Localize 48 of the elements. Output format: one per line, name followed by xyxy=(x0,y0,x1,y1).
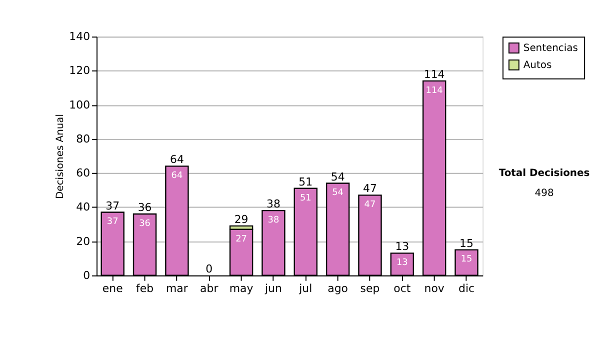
total-label: 0 xyxy=(206,262,213,276)
text: 498 xyxy=(534,188,554,199)
x-tick-label: mar xyxy=(166,282,188,295)
total-label: 64 xyxy=(170,153,184,166)
total-label: 15 xyxy=(460,236,474,250)
x-tick-label: oct xyxy=(394,282,412,295)
y-tick-label: 80 xyxy=(76,132,90,146)
data-label: 47 xyxy=(364,200,376,210)
data-label: 13 xyxy=(396,258,408,268)
data-label: 38 xyxy=(268,216,280,226)
total-label: 54 xyxy=(330,170,345,184)
x-tick-label: jun xyxy=(264,282,282,295)
x-tick-label: may xyxy=(229,282,254,295)
x-tick-label: nov xyxy=(424,282,445,295)
y-tick-label: 40 xyxy=(76,200,90,214)
x-tick-label: ene xyxy=(102,282,124,295)
y-tick-label: 140 xyxy=(69,30,90,44)
x-tick-label: jul xyxy=(298,282,312,295)
data-label: 27 xyxy=(236,234,247,244)
legend-label: Autos xyxy=(523,60,552,71)
x-tick-label: ago xyxy=(328,282,348,295)
y-tick-label: 60 xyxy=(76,166,90,180)
y-axis-title: Decisiones Anual xyxy=(55,114,66,199)
total-label: 47 xyxy=(363,182,377,196)
x-tick-label: sep xyxy=(360,282,380,295)
total-label: 114 xyxy=(424,68,445,81)
data-label: 54 xyxy=(332,188,344,198)
x-tick-label: dic xyxy=(458,282,474,295)
y-tick-label: 20 xyxy=(76,234,90,248)
data-label: 37 xyxy=(106,217,118,228)
data-label: 51 xyxy=(300,193,312,204)
x-tick-label: feb xyxy=(136,282,154,295)
x-tick-label: abr xyxy=(200,282,219,295)
data-label: 114 xyxy=(426,86,444,96)
y-tick-label: 120 xyxy=(69,64,90,78)
legend-label: Sentencias xyxy=(523,43,578,54)
total-label: 38 xyxy=(266,198,280,211)
text: Total Decisiones xyxy=(498,168,590,179)
total-label: 51 xyxy=(298,175,313,188)
y-tick-label: 0 xyxy=(83,268,90,282)
data-label: 15 xyxy=(460,254,472,265)
total-label: 36 xyxy=(138,200,152,214)
data-label: 36 xyxy=(139,218,151,229)
total-label: 29 xyxy=(234,212,248,226)
total-label: 13 xyxy=(395,240,410,254)
total-label: 37 xyxy=(106,199,120,212)
y-tick-label: 100 xyxy=(69,98,90,112)
data-label: 64 xyxy=(171,171,183,182)
